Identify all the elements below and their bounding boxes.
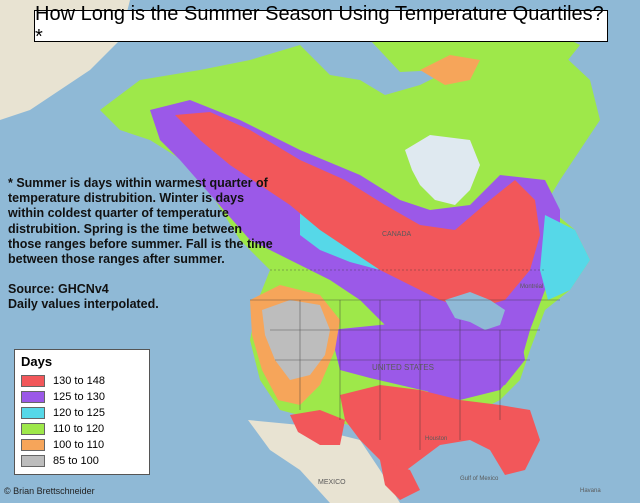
label-mexico: MEXICO bbox=[318, 479, 346, 486]
zone-130-148-mexico bbox=[380, 460, 420, 500]
legend-swatch bbox=[21, 391, 45, 403]
legend-swatch bbox=[21, 455, 45, 467]
season-definition: * Summer is days within warmest quarter … bbox=[8, 176, 273, 267]
label-united-states: UNITED STATES bbox=[372, 363, 434, 372]
legend-swatch bbox=[21, 439, 45, 451]
method-note: Daily values interpolated. bbox=[8, 297, 159, 312]
zone-125-130-us bbox=[330, 320, 525, 395]
map-title: How Long is the Summer Season Using Temp… bbox=[34, 3, 608, 48]
zone-130-148-south bbox=[340, 385, 540, 475]
mexico-land bbox=[248, 420, 400, 503]
boundaries bbox=[250, 269, 560, 450]
label-montreal: Montréal bbox=[520, 284, 543, 290]
arctic-islands-orange bbox=[420, 55, 480, 85]
great-lakes bbox=[445, 292, 505, 330]
legend-label: 100 to 110 bbox=[53, 439, 105, 451]
legend-title: Days bbox=[21, 354, 53, 369]
legend-item: 125 to 130 bbox=[21, 389, 143, 405]
legend-label: 125 to 130 bbox=[53, 391, 105, 403]
credit: © Brian Brettschneider bbox=[4, 486, 95, 496]
hudson-bay bbox=[405, 135, 480, 205]
legend-item: 100 to 110 bbox=[21, 437, 143, 453]
legend-swatch bbox=[21, 423, 45, 435]
legend-item: 130 to 148 bbox=[21, 373, 143, 389]
label-houston: Houston bbox=[425, 436, 447, 442]
label-canada: CANADA bbox=[382, 231, 412, 238]
legend-swatch bbox=[21, 407, 45, 419]
legend-swatch bbox=[21, 375, 45, 387]
label-gulf: Gulf of Mexico bbox=[460, 476, 499, 482]
legend-label: 85 to 100 bbox=[53, 455, 99, 467]
data-source: Source: GHCNv4 bbox=[8, 282, 109, 297]
zone-130-148-north bbox=[175, 112, 540, 310]
label-havana: Havana bbox=[580, 488, 601, 494]
legend: Days 130 to 148 125 to 130 120 to 125 110 t… bbox=[14, 349, 150, 475]
legend-label: 110 to 120 bbox=[53, 423, 105, 435]
legend-item: 85 to 100 bbox=[21, 453, 143, 469]
map-annotation: * Summer is days within warmest quarter … bbox=[8, 176, 276, 313]
legend-item: 110 to 120 bbox=[21, 421, 143, 437]
zone-130-148-southwest bbox=[290, 410, 345, 445]
legend-item: 120 to 125 bbox=[21, 405, 143, 421]
legend-label: 120 to 125 bbox=[53, 407, 105, 419]
zone-120-125-east bbox=[540, 215, 590, 300]
legend-label: 130 to 148 bbox=[53, 375, 105, 387]
